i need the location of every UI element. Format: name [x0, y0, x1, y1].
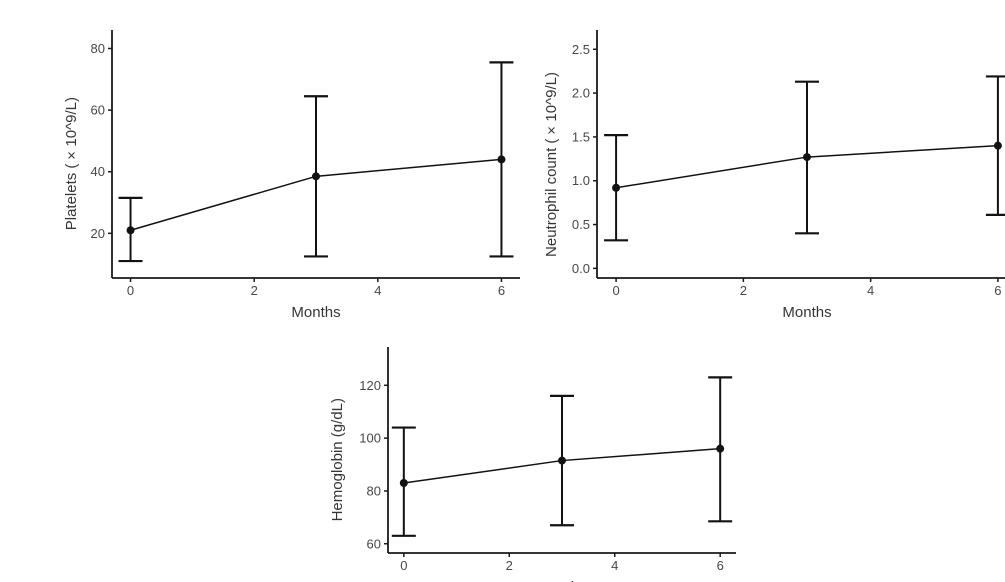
platelets-x-axis-label: Months	[291, 304, 341, 321]
neutrophil-plot-area: 0 2 4 6 0.0 0.5 1.0 1.5 2.0 2.5	[572, 30, 1005, 298]
platelets-y-axis-label: Platelets (×10^9/L)	[62, 97, 80, 231]
svg-text:6: 6	[717, 558, 724, 573]
svg-text:60: 60	[367, 536, 381, 551]
svg-text:2.0: 2.0	[572, 86, 590, 101]
svg-text:6: 6	[994, 283, 1001, 298]
hemoglobin-y-axis-label: Hemoglobin (g/dL)	[328, 398, 346, 522]
svg-text:40: 40	[91, 164, 105, 179]
svg-text:1.5: 1.5	[572, 129, 590, 144]
svg-text:0: 0	[127, 283, 134, 298]
neutrophil-x-axis-label: Months	[782, 304, 832, 321]
chart-hemoglobin: Hemoglobin (g/dL) 0 2 4 6 60 80 100 120 Months	[324, 341, 750, 582]
hemoglobin-x-axis-label: Months	[350, 579, 750, 582]
svg-text:6: 6	[498, 283, 505, 298]
svg-text:4: 4	[374, 283, 381, 298]
svg-text:0.0: 0.0	[572, 261, 590, 276]
svg-text:80: 80	[91, 41, 105, 56]
svg-text:1.0: 1.0	[572, 173, 590, 188]
svg-text:2.5: 2.5	[572, 42, 590, 57]
svg-text:120: 120	[359, 378, 381, 393]
svg-text:20: 20	[91, 226, 105, 241]
svg-text:0.5: 0.5	[572, 217, 590, 232]
svg-text:4: 4	[867, 283, 874, 298]
chart-neutrophil-count: Neutrophil count (×10^9/L) 0 2 4 6 0.0 0.5 1.0…	[538, 24, 1005, 324]
neutrophil-y-axis-label: Neutrophil count (×10^9/L)	[542, 71, 560, 257]
svg-text:2: 2	[251, 283, 258, 298]
chart-platelets: Platelets (×10^9/L) 0 2 4 6 20 40 60 80 Months	[58, 24, 534, 324]
svg-text:4: 4	[611, 558, 618, 573]
svg-text:0: 0	[400, 558, 407, 573]
svg-text:0: 0	[612, 283, 619, 298]
svg-text:80: 80	[367, 483, 381, 498]
svg-text:2: 2	[506, 558, 513, 573]
svg-text:100: 100	[359, 431, 381, 446]
svg-text:2: 2	[740, 283, 747, 298]
hemoglobin-plot-area: 0 2 4 6 60 80 100 120	[359, 347, 736, 573]
svg-text:60: 60	[91, 103, 105, 118]
platelets-plot-area: 0 2 4 6 20 40 60 80	[91, 30, 520, 298]
